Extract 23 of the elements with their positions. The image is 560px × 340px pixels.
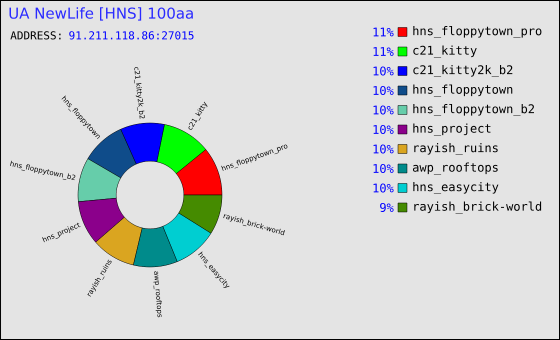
data-label: 10%: [374, 66, 394, 76]
text: 91.211.118.86:27015: [69, 31, 194, 40]
legend-label: rayish_ruins: [414, 143, 498, 155]
legend-label: awp_rooftops: [412, 162, 498, 174]
data-label: 10%: [374, 144, 394, 154]
data-label: 11%: [374, 28, 394, 36]
legend-label: c21_kitty2k_b2: [413, 65, 512, 77]
legend-label: hns_floppytown_b2: [413, 104, 534, 116]
data-label: 10%: [374, 183, 394, 193]
legend-label: hns_easycity: [413, 182, 498, 194]
data-label: 10%: [374, 86, 394, 96]
legend-label: hns_floppytown: [413, 84, 512, 96]
legend-label: rayish_brick-world: [414, 201, 542, 214]
data-label: 10%: [374, 164, 394, 174]
legend-label: hns_project: [413, 124, 490, 136]
data-label: 10%: [374, 124, 394, 134]
data-label: 10%: [374, 105, 394, 115]
legend-label: hns_floppytown_pro: [413, 26, 542, 38]
chart-title: UA NewLife [HNS] 100aa: [10, 7, 193, 21]
data-label: 11%: [374, 47, 394, 56]
data-label: 9%: [380, 202, 394, 212]
legend-label: c21_kitty: [413, 46, 477, 58]
chart-subtitle: ADDRESS:: [10, 31, 61, 40]
